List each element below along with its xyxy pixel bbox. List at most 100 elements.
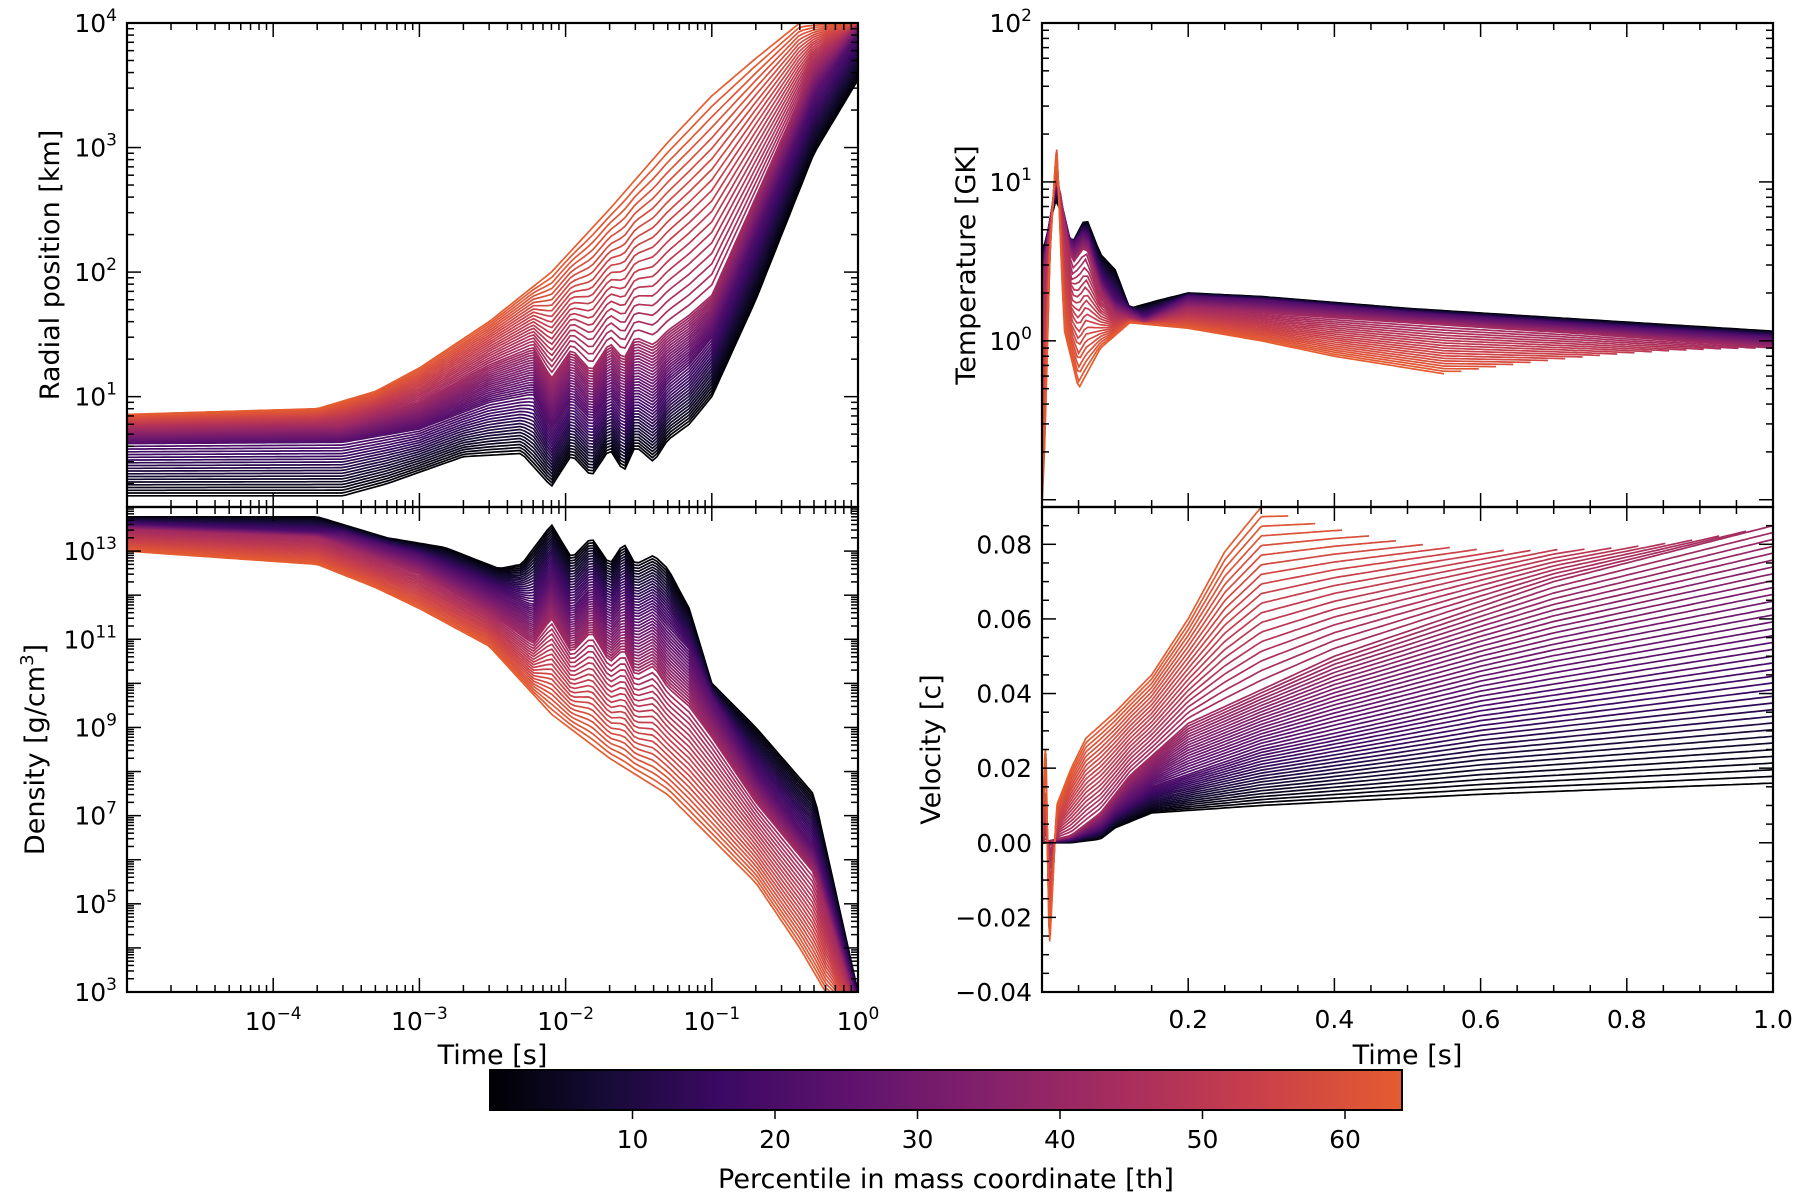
top-left-tracer-line	[127, 33, 858, 448]
top-left-ytick-label: 104	[74, 6, 117, 38]
curves-layer	[127, 23, 1773, 992]
bottom-right-tracer-line	[1042, 542, 1666, 863]
bottom-right-tracer-line	[1042, 535, 1370, 917]
bottom-left-tracer-line	[127, 548, 836, 992]
top-left-tracer-line	[127, 23, 858, 422]
bottom-left-tracer-line	[127, 543, 844, 992]
bottom-right-tracer-line	[1042, 722, 1773, 844]
bottom-right-tracer-line	[1042, 548, 1558, 870]
bottom-right-xtick-label: 1.0	[1753, 1005, 1793, 1034]
bottom-left-ytick-label: 109	[74, 710, 117, 742]
top-left-tracer-line	[127, 23, 858, 416]
bottom-left-ylabel: Density [g/cm3]	[17, 644, 51, 855]
bottom-right-tracer-line	[1042, 728, 1773, 844]
bottom-right-tracer-line	[1042, 539, 1397, 902]
top-right-tracer-line	[1042, 166, 1462, 496]
bottom-left-ytick-label: 105	[74, 887, 117, 919]
bottom-left-tracer-line	[127, 532, 851, 992]
bottom-right-tracer-line	[1042, 695, 1773, 844]
bottom-right-tracer-line	[1042, 507, 1262, 937]
bottom-right-ytick-label: −0.04	[955, 978, 1032, 1007]
bottom-right-tracer-line	[1042, 539, 1693, 857]
bottom-right-tracer-line	[1042, 607, 1773, 844]
top-left-tracer-line	[127, 59, 858, 475]
bottom-right-tracer-line	[1042, 547, 1612, 874]
bottom-right-tracer-line	[1042, 634, 1773, 844]
top-left-ytick-label: 101	[74, 380, 117, 412]
top-left-tracer-line	[127, 54, 858, 470]
bottom-right-tracer-line	[1042, 708, 1773, 844]
bottom-left-tracer-line	[127, 541, 846, 992]
bottom-right-tracer-line	[1042, 522, 1316, 921]
top-left-tracer-line	[127, 23, 858, 418]
top-left-tracer-line	[127, 38, 858, 453]
top-right-tracer-line	[1042, 160, 1635, 384]
bottom-right-ytick-label: 0.04	[976, 680, 1032, 709]
top-left-tracer-line	[127, 23, 858, 425]
top-left-tracer-line	[127, 23, 858, 430]
bottom-right-tracer-line	[1042, 572, 1773, 844]
top-right-frame	[1040, 21, 1775, 509]
bottom-left-xtick-label: 10−4	[245, 1004, 302, 1036]
bottom-right-tracer-line	[1042, 548, 1477, 897]
bottom-right-tracer-line	[1042, 755, 1773, 844]
bottom-left-xtick-label: 10−2	[537, 1004, 594, 1036]
bottom-right-tracer-line	[1042, 648, 1773, 844]
bottom-right-tracer-line	[1042, 641, 1773, 844]
bottom-left-xlabel: Time [s]	[437, 1040, 548, 1071]
bottom-left-tracer-line	[127, 539, 848, 992]
bottom-left-tracer-line	[127, 534, 850, 992]
top-left-tracer-line	[127, 69, 858, 486]
colorbar-tick-label: 40	[1044, 1125, 1076, 1154]
top-left-tracer-line	[127, 36, 858, 450]
top-left-tracer-line	[127, 66, 858, 483]
bottom-left-ytick-label: 1011	[64, 622, 117, 654]
top-right-tracer-line	[1042, 159, 1479, 485]
bottom-right-tracer-line	[1042, 614, 1773, 844]
top-right-tracer-line	[1042, 163, 1600, 406]
bottom-right-tracer-line	[1042, 545, 1639, 871]
bottom-right-ytick-label: −0.02	[955, 903, 1032, 932]
bottom-right-tracer-line	[1042, 549, 1504, 887]
bottom-right-curves	[1042, 507, 1773, 942]
top-left-tracer-line	[127, 23, 858, 426]
top-right-tracer-line	[1042, 152, 1445, 507]
bottom-right-tracer-line	[1042, 515, 1289, 942]
bottom-right-tracer-line	[1042, 579, 1773, 844]
bottom-right-tracer-line	[1042, 782, 1773, 844]
bottom-left-tracer-line	[127, 550, 828, 992]
bottom-right-tracer-line	[1042, 559, 1773, 844]
colorbar-gradient	[489, 1069, 1403, 1111]
bottom-right-tracer-line	[1042, 682, 1773, 844]
bottom-right-tracer-line	[1042, 535, 1720, 853]
bottom-left-tracer-line	[127, 533, 851, 992]
bottom-right-tracer-line	[1042, 549, 1531, 877]
top-left-tracer-line	[127, 61, 858, 478]
top-left-tracer-line	[127, 56, 858, 472]
bottom-left-tracer-line	[127, 542, 845, 992]
bottom-right-tracer-line	[1042, 548, 1585, 872]
bottom-right-tracer-line	[1042, 546, 1450, 909]
bottom-right-tracer-line	[1042, 688, 1773, 844]
bottom-right-xtick-label: 0.4	[1315, 1005, 1355, 1034]
bottom-left-tracer-line	[127, 535, 850, 992]
top-left-tracer-line	[127, 49, 858, 464]
top-right-curves	[1042, 149, 1773, 507]
colorbar-tick-label: 60	[1329, 1125, 1361, 1154]
bottom-right-axes: −0.04 −0.02 0.00 0.02 0.04 0.06 0.08 0.2 0.4 0.6 0…	[916, 505, 1793, 1071]
bottom-right-ytick-label: 0.02	[976, 754, 1032, 783]
bottom-left-curves	[127, 515, 858, 992]
bottom-right-ytick-label: 0.06	[976, 605, 1032, 634]
bottom-right-tracer-line	[1042, 662, 1773, 844]
colorbar-tick-label: 30	[902, 1125, 934, 1154]
top-left-tracer-line	[127, 79, 858, 497]
bottom-right-tracer-line	[1042, 524, 1773, 844]
top-left-ytick-label: 103	[74, 131, 117, 163]
top-right-ylabel: Temperature [GK]	[951, 145, 982, 385]
colorbar-tick-label: 10	[617, 1125, 649, 1154]
bottom-right-tracer-line	[1042, 530, 1747, 847]
top-right-ytick-label: 101	[989, 165, 1032, 197]
top-left-tracer-line	[127, 23, 858, 417]
